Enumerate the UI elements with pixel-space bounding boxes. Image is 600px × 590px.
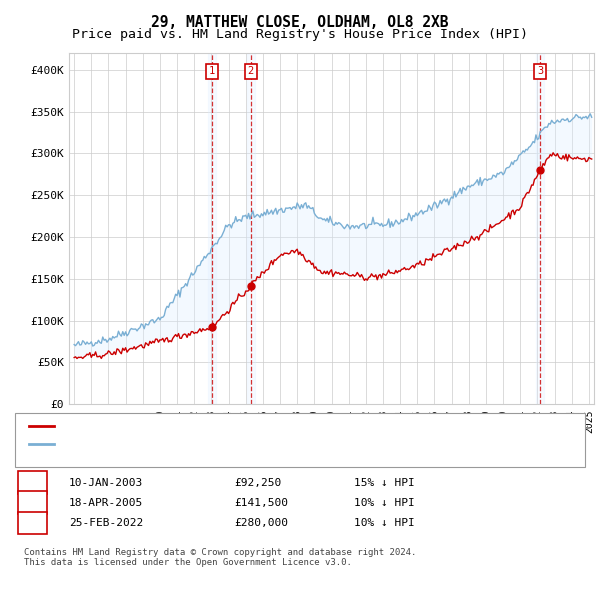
Bar (536, 53, 544, 404)
Text: 3: 3 (29, 518, 36, 527)
Text: £141,500: £141,500 (234, 498, 288, 507)
Text: £280,000: £280,000 (234, 518, 288, 527)
Text: 15% ↓ HPI: 15% ↓ HPI (354, 478, 415, 487)
Text: 2: 2 (248, 67, 254, 77)
Text: 29, MATTHEW CLOSE, OLDHAM, OL8 2XB: 29, MATTHEW CLOSE, OLDHAM, OL8 2XB (151, 15, 449, 30)
Text: 18-APR-2005: 18-APR-2005 (69, 498, 143, 507)
Text: 10% ↓ HPI: 10% ↓ HPI (354, 498, 415, 507)
Text: £92,250: £92,250 (234, 478, 281, 487)
Text: 10-JAN-2003: 10-JAN-2003 (69, 478, 143, 487)
Text: 3: 3 (537, 67, 543, 77)
Text: 2: 2 (29, 498, 36, 507)
Bar (208, 53, 216, 404)
Text: 29, MATTHEW CLOSE, OLDHAM, OL8 2XB (detached house): 29, MATTHEW CLOSE, OLDHAM, OL8 2XB (deta… (59, 421, 377, 431)
Text: Contains HM Land Registry data © Crown copyright and database right 2024.
This d: Contains HM Land Registry data © Crown c… (24, 548, 416, 567)
Text: Price paid vs. HM Land Registry's House Price Index (HPI): Price paid vs. HM Land Registry's House … (72, 28, 528, 41)
Text: 1: 1 (29, 478, 36, 487)
Text: 1: 1 (209, 67, 215, 77)
Text: 10% ↓ HPI: 10% ↓ HPI (354, 518, 415, 527)
Bar (247, 53, 255, 404)
Text: HPI: Average price, detached house, Oldham: HPI: Average price, detached house, Oldh… (59, 439, 322, 448)
Text: 25-FEB-2022: 25-FEB-2022 (69, 518, 143, 527)
